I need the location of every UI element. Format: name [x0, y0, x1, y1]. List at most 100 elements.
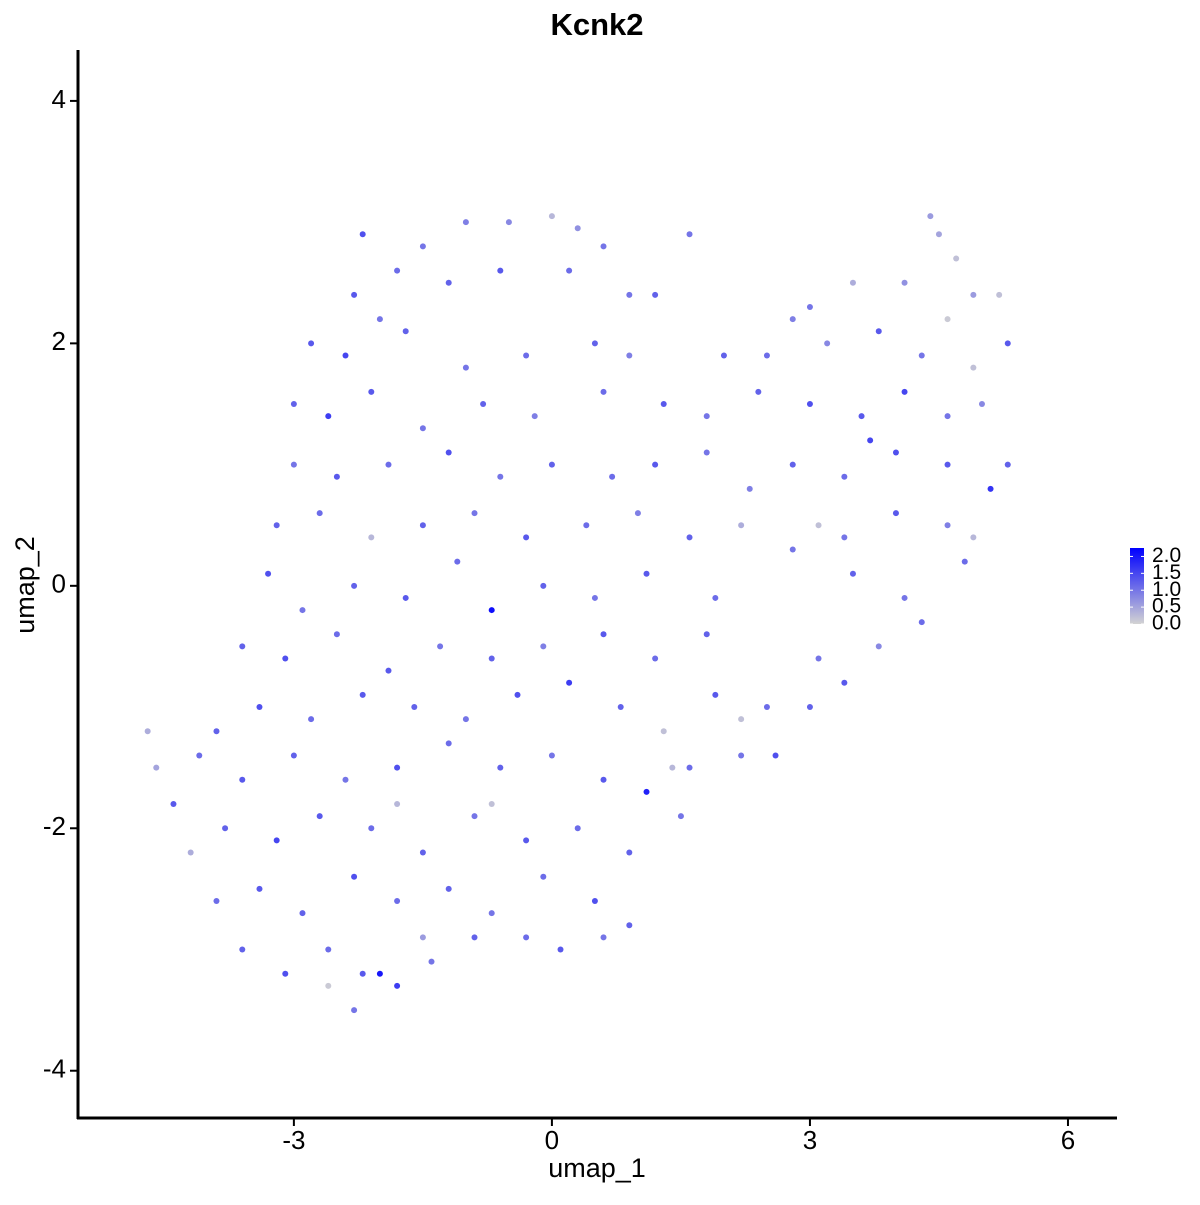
- point: [574, 225, 581, 232]
- point: [858, 413, 865, 420]
- point: [351, 873, 358, 880]
- point: [437, 643, 444, 650]
- point: [600, 934, 607, 941]
- point: [566, 679, 573, 686]
- point: [351, 582, 358, 589]
- point: [738, 752, 745, 759]
- x-axis-title: umap_1: [548, 1153, 646, 1183]
- point: [652, 291, 659, 298]
- point: [488, 655, 495, 662]
- point: [996, 291, 1003, 298]
- point: [626, 291, 633, 298]
- point: [144, 728, 151, 735]
- point: [901, 279, 908, 286]
- point: [944, 522, 951, 529]
- point: [643, 570, 650, 577]
- colorbar-label: 1.0: [1152, 578, 1181, 601]
- x-tick-label: 3: [803, 1125, 817, 1155]
- point: [849, 570, 856, 577]
- point: [359, 970, 366, 977]
- point: [445, 740, 452, 747]
- point: [609, 473, 616, 480]
- point: [738, 716, 745, 723]
- point: [273, 522, 280, 529]
- point: [376, 316, 383, 323]
- point: [497, 764, 504, 771]
- point: [333, 631, 340, 638]
- point: [591, 594, 598, 601]
- point: [462, 716, 469, 723]
- point: [841, 534, 848, 541]
- point: [213, 898, 220, 905]
- point: [153, 764, 160, 771]
- point: [600, 243, 607, 250]
- point: [738, 522, 745, 529]
- point: [600, 776, 607, 783]
- point: [394, 267, 401, 274]
- point: [1004, 461, 1011, 468]
- point: [505, 219, 512, 226]
- point: [600, 631, 607, 638]
- point: [290, 400, 297, 407]
- point: [497, 267, 504, 274]
- point: [875, 643, 882, 650]
- point: [961, 558, 968, 565]
- point: [419, 849, 426, 856]
- point: [454, 558, 461, 565]
- point: [394, 898, 401, 905]
- point: [308, 716, 315, 723]
- x-tick-label: 6: [1061, 1125, 1075, 1155]
- point: [368, 388, 375, 395]
- point: [213, 728, 220, 735]
- point: [806, 704, 813, 711]
- point: [703, 631, 710, 638]
- point: [892, 510, 899, 517]
- point: [686, 231, 693, 238]
- point: [944, 413, 951, 420]
- point: [222, 825, 229, 832]
- point: [256, 885, 263, 892]
- point: [385, 667, 392, 674]
- point: [462, 219, 469, 226]
- point: [626, 352, 633, 359]
- point: [557, 946, 564, 953]
- point: [471, 510, 478, 517]
- point: [720, 352, 727, 359]
- point: [755, 388, 762, 395]
- point: [239, 643, 246, 650]
- point: [918, 619, 925, 626]
- point: [394, 764, 401, 771]
- point: [325, 946, 332, 953]
- chart-title: Kcnk2: [550, 7, 643, 42]
- point: [703, 449, 710, 456]
- point: [342, 352, 349, 359]
- point: [626, 922, 633, 929]
- point: [488, 801, 495, 808]
- point: [342, 776, 349, 783]
- point: [394, 801, 401, 808]
- point: [445, 885, 452, 892]
- point: [282, 970, 289, 977]
- point: [789, 316, 796, 323]
- point: [643, 788, 650, 795]
- point: [368, 825, 375, 832]
- point: [660, 400, 667, 407]
- point: [789, 461, 796, 468]
- point: [703, 413, 710, 420]
- colorbar-label: 0.5: [1152, 595, 1181, 618]
- x-tick-label: -3: [282, 1125, 305, 1155]
- point: [935, 231, 942, 238]
- point: [652, 461, 659, 468]
- point: [583, 522, 590, 529]
- point: [351, 1007, 358, 1014]
- point: [402, 594, 409, 601]
- point: [970, 291, 977, 298]
- point: [970, 534, 977, 541]
- point: [265, 570, 272, 577]
- point: [686, 534, 693, 541]
- point: [333, 473, 340, 480]
- point: [376, 970, 383, 977]
- point: [824, 340, 831, 347]
- point: [239, 946, 246, 953]
